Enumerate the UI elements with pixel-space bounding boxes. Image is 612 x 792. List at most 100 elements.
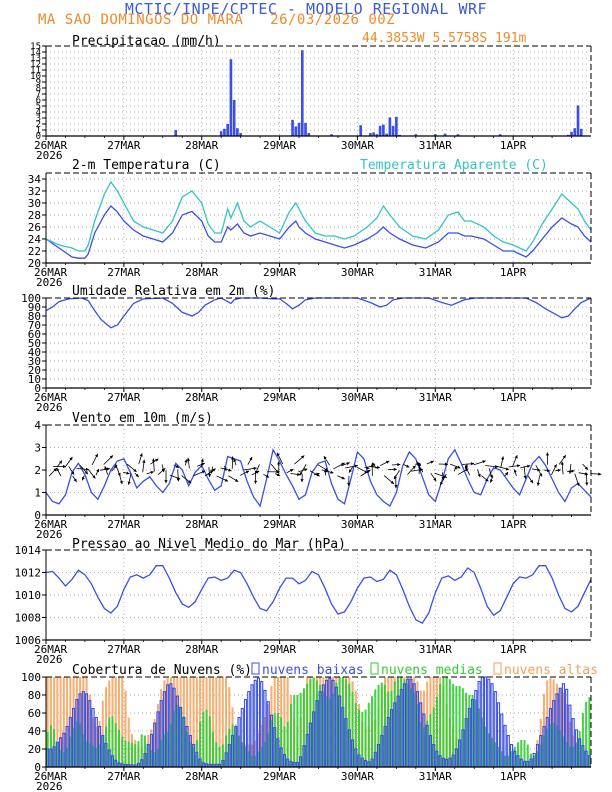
cloud-bar-nuvens-medias [62,752,65,767]
cloud-bar-nuvens-altas [79,677,82,767]
wind-arrowhead [416,461,420,465]
precip-bar [294,126,298,136]
cloud-bar-nuvens-medias [458,686,461,767]
cloud-bar-nuvens-medias [358,709,361,767]
cloud-bar-nuvens-altas [121,677,124,767]
wind-arrowhead [571,469,575,473]
wind-arrowhead [470,462,475,466]
cloud-bar-nuvens-medias [270,719,273,767]
cloud-bar-nuvens-altas [160,689,163,767]
pressure-xtick-label: 1APR [500,643,527,656]
cloud-bar-nuvens-medias [484,726,487,767]
cloud-bar-nuvens-medias [325,696,328,767]
cloud-bar-nuvens-altas [186,677,189,767]
rh-year-label: 2026 [36,401,63,414]
cloud-bar-nuvens-medias [351,691,354,767]
wind-arrowhead [133,468,137,472]
wind-arrowhead [562,455,566,459]
wind-arrowhead [323,456,327,460]
precip-ytick-label: 1 [36,126,41,136]
cloud-bar-nuvens-medias [422,727,425,767]
rh-ytick-label: 20 [28,364,41,377]
precip-xtick-label: 26MAR [34,139,67,152]
precip-xtick-label: 27MAR [107,139,140,152]
cloud-bar-nuvens-medias [562,736,565,767]
cloud-bar-nuvens-medias [85,741,88,767]
cloud-bar-nuvens-medias [491,737,494,767]
cloud-bar-nuvens-medias [218,746,221,767]
cloud-bar-nuvens-medias [426,720,429,767]
cloud-bar-nuvens-medias [299,692,302,767]
cloud-bar-nuvens-altas [59,677,62,767]
precip-bar [388,117,392,136]
cloud-bar-nuvens-medias [510,751,513,767]
wind-arrowhead [430,460,434,464]
cloud-bar-nuvens-medias [377,684,380,767]
precip-ytick-label: 7 [36,90,41,100]
cloud-bar-nuvens-medias [471,695,474,767]
wind-arrowhead [527,464,531,468]
rh-ytick-label: 90 [28,301,41,314]
wind-arrowhead [186,457,191,461]
cloud-bar-nuvens-altas [215,677,218,767]
cloud-bar-nuvens-medias [137,741,140,767]
pressure-xtick-label: 31MAR [419,643,452,656]
clouds-xtick-label: 27MAR [107,770,140,783]
wind-arrowhead [62,464,66,469]
wind-arrowhead [56,468,60,472]
cloud-bar-nuvens-medias [247,751,250,767]
cloud-bar-nuvens-medias [104,726,108,767]
cloud-bar-nuvens-altas [150,729,153,767]
cloud-bar-nuvens-medias [500,751,503,767]
cloud-bar-nuvens-altas [114,677,117,767]
cloud-bar-nuvens-medias [481,717,484,767]
clouds-xtick-label: 30MAR [341,770,374,783]
cloud-bar-nuvens-medias [199,722,202,767]
cloud-bar-nuvens-altas [88,695,91,767]
cloud-bar-nuvens-medias [578,731,581,767]
cloud-bar-nuvens-medias [117,729,121,767]
wind-arrowhead [397,462,401,467]
cloud-bar-nuvens-medias [169,724,172,767]
cloud-bar-nuvens-altas [92,717,95,767]
pressure-ytick-label: 1006 [15,634,42,647]
wind-arrowhead [394,485,398,489]
wind-arrowhead [150,470,154,475]
wind-arrowhead [265,474,270,478]
temp-ytick-label: 26 [28,221,41,234]
cloud-bar-nuvens-medias [328,698,331,767]
wind-arrowhead [393,467,397,471]
wind-arrowhead [210,470,214,474]
precip-bar [375,134,379,136]
wind-arrowhead [249,457,253,461]
cloud-bar-nuvens-altas [53,677,56,767]
cloud-bar-nuvens-medias [283,726,286,767]
wind-arrowhead [523,475,527,479]
cloud-bar-nuvens-medias [302,688,305,767]
rh-xtick-label: 27MAR [107,391,140,404]
clouds-ytick-label: 20 [28,743,41,756]
cloud-bar-nuvens-medias [585,701,588,767]
wind-arrowhead [457,465,461,469]
precip-bar [300,50,304,137]
wind-arrowhead [585,482,589,486]
wind-arrowhead [485,478,489,482]
wind-arrowhead [348,469,352,473]
cloud-bar-nuvens-medias [445,677,448,767]
wind-arrowhead [372,462,376,466]
cloud-bar-nuvens-altas [192,677,195,767]
wind-arrowhead [385,460,390,464]
clouds-ytick-label: 40 [28,725,41,738]
cloud-bar-nuvens-medias [588,697,591,767]
precip-bar [229,59,233,137]
wind-arrowhead [545,452,550,456]
wind-arrowhead [224,478,229,482]
pressure-series-line-0 [45,565,592,624]
precip-ytick-label: 8 [36,84,41,94]
cloud-bar-nuvens-medias [263,742,266,767]
cloud-bar-nuvens-medias [166,732,169,767]
cloud-bar-nuvens-medias [208,716,211,767]
cloud-bar-nuvens-medias [406,683,409,767]
precip-ytick-label: 2 [36,120,41,130]
cloud-bar-nuvens-medias [448,679,451,767]
